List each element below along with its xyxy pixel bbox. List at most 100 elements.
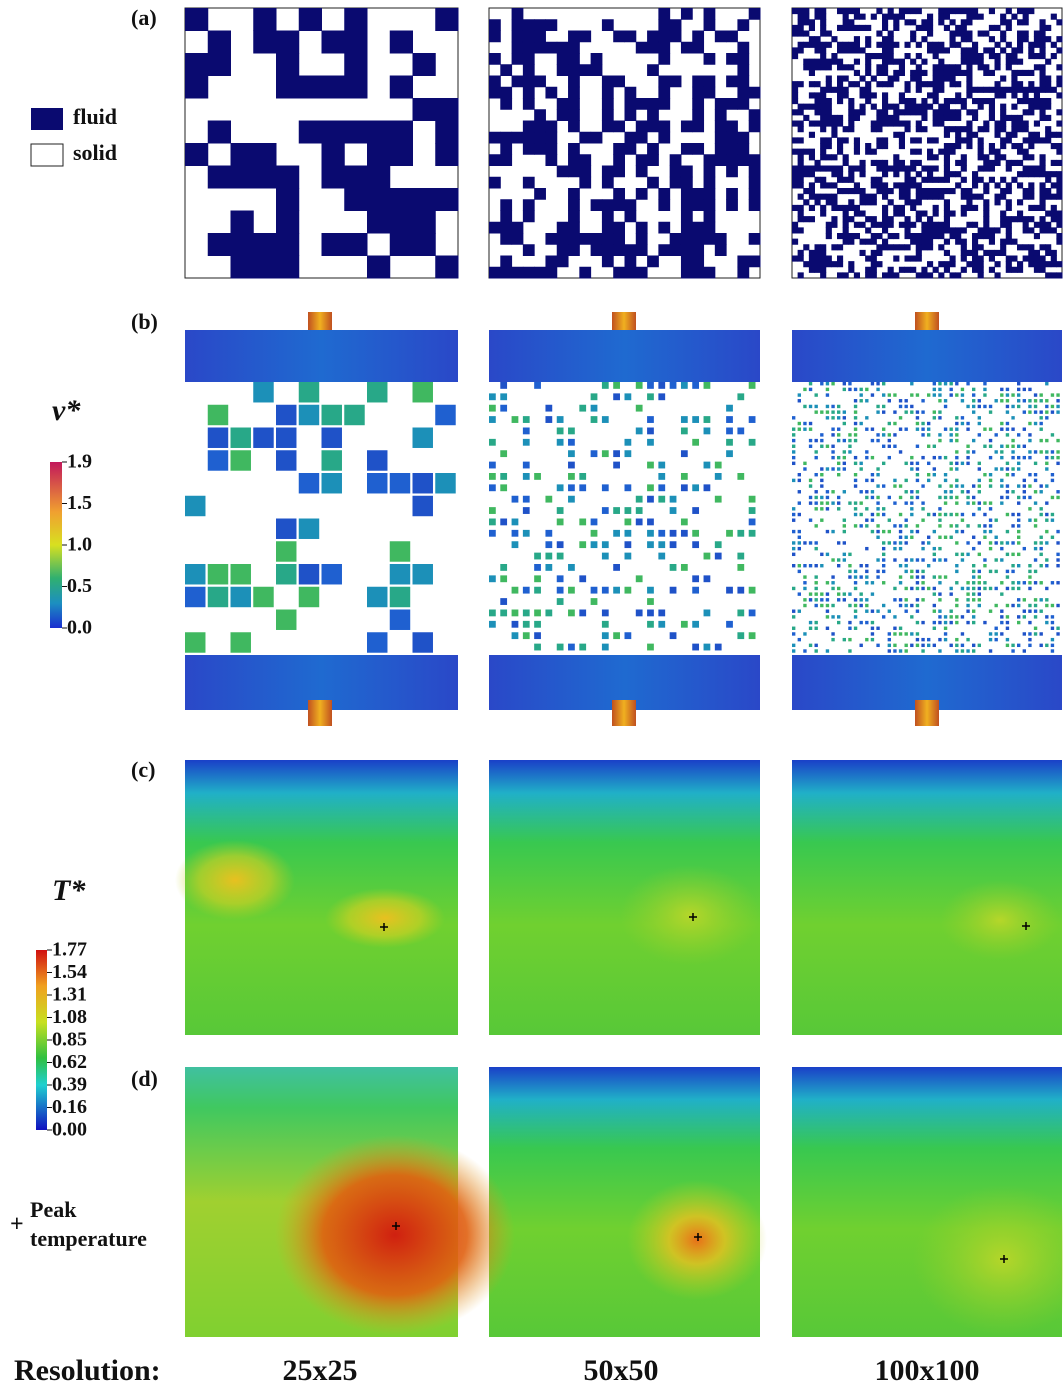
fluid-cell: [882, 53, 889, 60]
flow-cell: [921, 575, 925, 579]
fluid-cell: [1050, 182, 1057, 189]
fluid-cell: [904, 81, 911, 88]
flow-cell: [1000, 632, 1004, 636]
flow-cell: [714, 643, 722, 651]
fluid-cell: [927, 165, 934, 172]
flow-cell: [842, 598, 846, 602]
flow-cell: [825, 626, 830, 630]
flow-cell: [1017, 603, 1021, 608]
fluid-cell: [1039, 204, 1046, 211]
fluid-cell: [579, 131, 592, 144]
fluid-cell: [797, 19, 804, 26]
flow-cell: [522, 529, 530, 537]
fluid-cell: [865, 41, 872, 48]
flow-cell: [898, 524, 903, 528]
flow-cell: [865, 478, 869, 483]
flow-cell: [1050, 518, 1055, 522]
flow-cell: [865, 603, 869, 608]
fluid-cell: [590, 199, 603, 211]
fluid-cell: [814, 58, 821, 65]
fluid-cell: [904, 199, 911, 206]
flow-cell: [955, 478, 959, 483]
flow-cell: [669, 529, 677, 537]
fluid-cell: [831, 165, 838, 172]
fluid-cell: [904, 255, 911, 262]
flow-cell: [876, 473, 880, 477]
flow-cell: [1028, 404, 1032, 409]
fluid-cell: [808, 261, 815, 268]
flow-cell: [910, 461, 914, 466]
flow-cell: [590, 541, 598, 549]
flow-cell: [831, 637, 835, 642]
flow-cell: [893, 433, 897, 437]
fluid-cell: [820, 19, 827, 26]
fluid-cell: [972, 255, 979, 262]
fluid-cell: [1005, 221, 1012, 228]
fluid-cell: [859, 75, 866, 82]
fluid-cell: [910, 36, 917, 43]
flow-cell: [966, 609, 970, 613]
flow-cell: [870, 620, 875, 625]
fluid-cell: [865, 64, 872, 71]
flow-cell: [898, 649, 903, 653]
fluid-cell: [1056, 182, 1063, 189]
flow-cell: [887, 393, 891, 397]
fluid-cell: [624, 199, 637, 211]
fluid-cell: [1050, 171, 1057, 178]
fluid-cell: [1028, 98, 1035, 105]
fluid-cell: [825, 137, 832, 144]
fluid-cell: [960, 126, 967, 133]
fluid-cell: [915, 199, 922, 206]
fluid-cell: [1017, 143, 1024, 150]
flow-cell: [972, 450, 976, 454]
flow-cell: [1000, 546, 1004, 551]
fluid-cell: [601, 244, 614, 256]
fluid-cell: [966, 204, 973, 211]
fluid-cell: [1056, 176, 1063, 183]
fluid-cell: [1039, 103, 1046, 110]
flow-cell: [797, 501, 801, 505]
fluid-cell: [825, 86, 832, 93]
fluid-cell: [820, 53, 827, 60]
fluid-cell: [977, 272, 984, 279]
flow-cell: [865, 495, 869, 500]
flow-cell: [955, 643, 959, 648]
fluid-cell: [489, 131, 501, 144]
fluid-cell: [1028, 261, 1035, 268]
fluid-cell: [1005, 58, 1012, 65]
flow-cell: [938, 507, 942, 511]
fluid-cell: [921, 58, 928, 65]
fluid-cell: [792, 24, 799, 31]
flow-cell: [1028, 387, 1032, 392]
fluid-cell: [943, 176, 950, 183]
flow-cell: [814, 524, 818, 528]
fluid-cell: [344, 75, 368, 99]
flow-cell: [534, 632, 541, 640]
fluid-cell: [367, 188, 391, 211]
fluid-cell: [927, 41, 934, 48]
fluid-cell: [932, 86, 939, 93]
flow-cell: [915, 586, 920, 591]
flow-cell: [988, 569, 993, 574]
fluid-cell: [613, 199, 625, 211]
fluid-cell: [1039, 30, 1046, 37]
fluid-cell: [876, 244, 883, 251]
fluid-cell: [977, 193, 984, 200]
peak-label: temperature: [30, 1226, 147, 1251]
fluid-cell: [545, 19, 558, 31]
fluid-cell: [887, 188, 894, 195]
fluid-cell: [882, 221, 889, 228]
flow-cell: [1033, 399, 1038, 403]
flow-cell: [511, 609, 519, 617]
fluid-cell: [797, 255, 804, 262]
fluid-cell: [1045, 114, 1052, 121]
flow-cell: [966, 581, 970, 585]
flow-cell: [837, 501, 841, 505]
fluid-cell: [511, 266, 524, 279]
flow-cell: [898, 416, 903, 420]
fluid-cell: [185, 143, 209, 166]
flow-cell: [367, 632, 388, 653]
flow-cell: [703, 461, 711, 469]
fluid-cell: [910, 221, 917, 228]
fluid-cell: [848, 64, 855, 71]
